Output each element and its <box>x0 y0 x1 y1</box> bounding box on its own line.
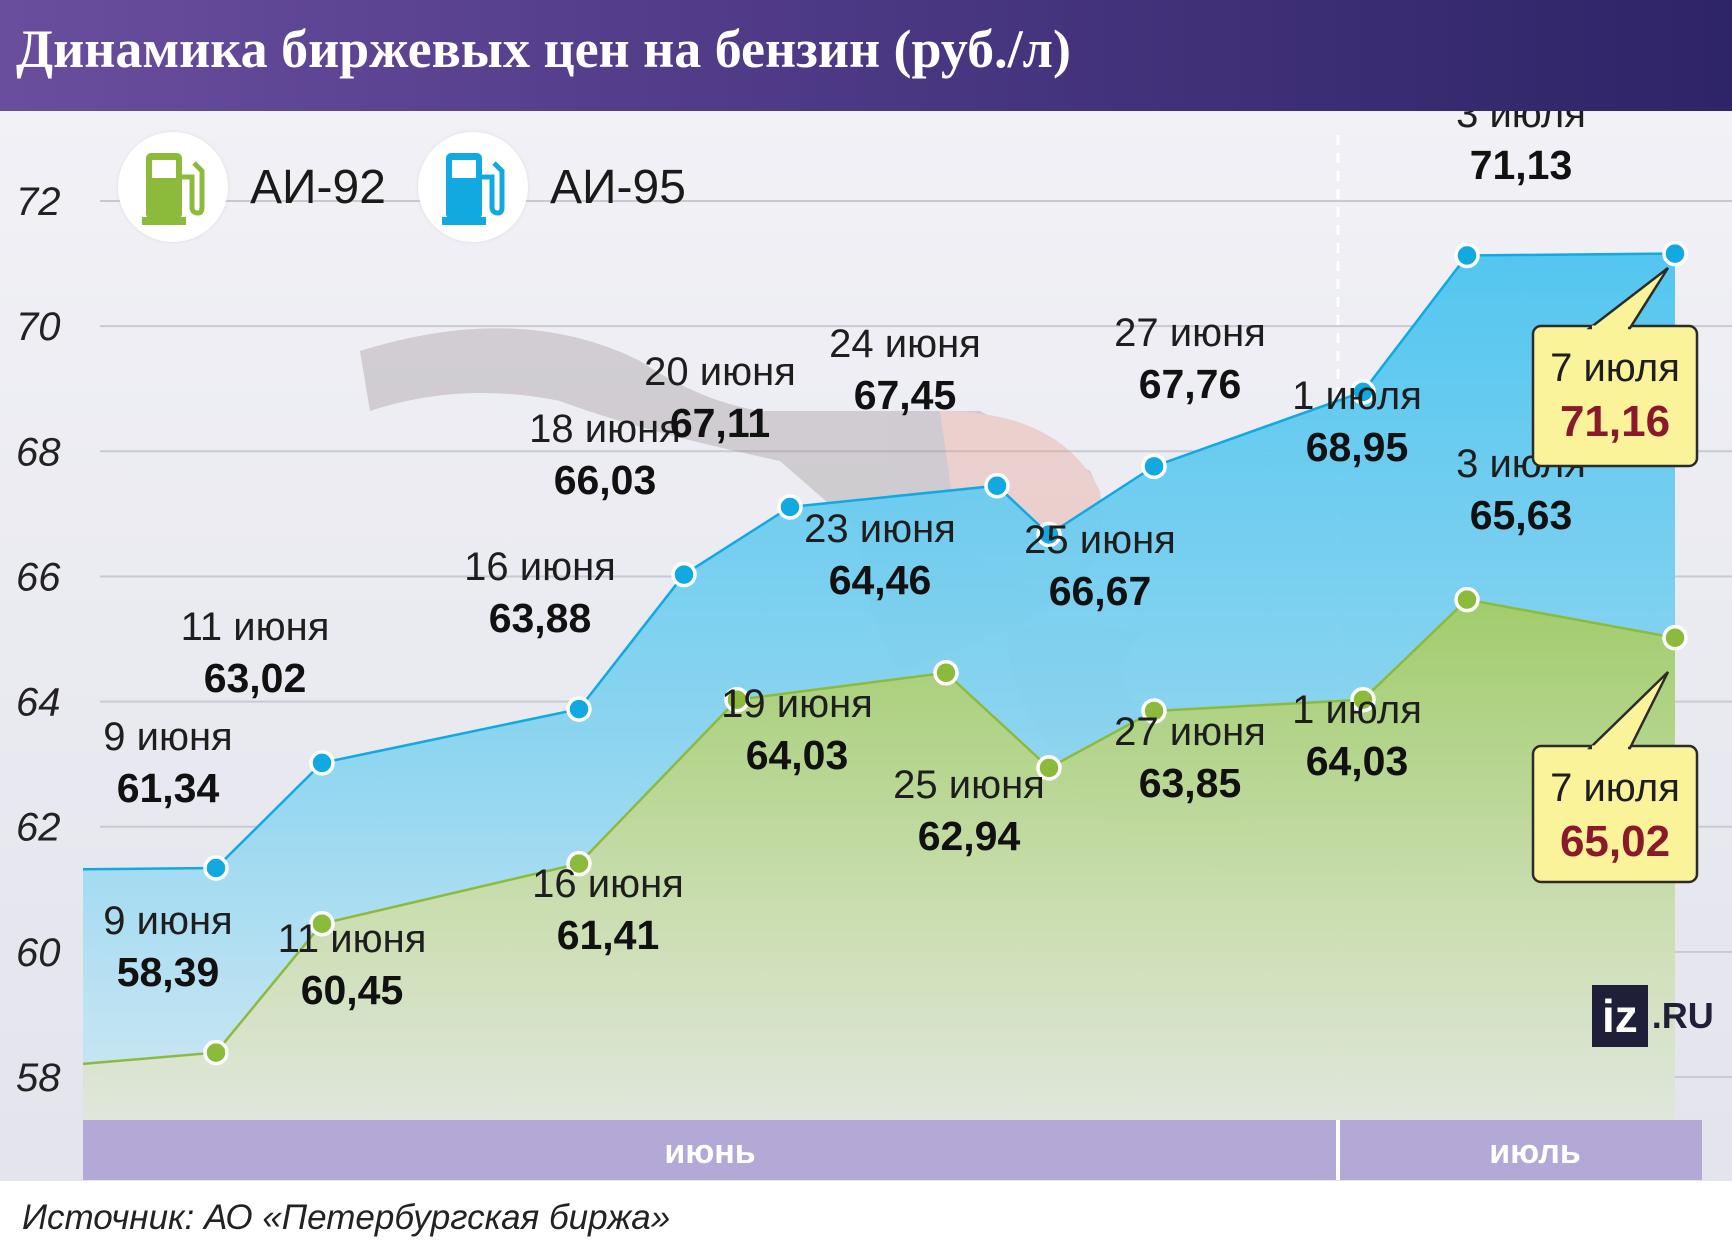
fuel-pump-icon <box>142 153 205 225</box>
ai95-date-label: 11 июня <box>181 605 330 649</box>
legend-label-ai95: АИ-95 <box>550 160 686 214</box>
ai92-point <box>1350 686 1376 713</box>
ai92-value-label: 64,46 <box>829 557 932 603</box>
ai92-latest-callout: 7 июля 65,02 <box>1531 671 1699 884</box>
legend-item-ai95: АИ-95 <box>418 132 686 242</box>
ai92-date-label: 19 июня <box>721 682 873 726</box>
logo-ru: .RU <box>1651 995 1714 1036</box>
ai92-date-label: 16 июня <box>532 862 684 906</box>
y-tick-label: 58 <box>16 1056 61 1100</box>
ai92-area <box>83 599 1675 1120</box>
ai92-value-label: 60,45 <box>301 967 404 1013</box>
y-tick-label: 60 <box>16 931 61 975</box>
ai95-value-label: 67,76 <box>1139 361 1242 407</box>
month-label: июнь <box>664 1133 755 1171</box>
ai95-point <box>671 561 697 588</box>
ai95-value-label: 61,34 <box>117 765 220 811</box>
ai95-point <box>1036 521 1062 548</box>
ai95-value-label: 67,11 <box>670 400 770 446</box>
ai92-value-label: 62,94 <box>918 813 1021 859</box>
ai95-date-label: 18 июня <box>529 407 681 451</box>
ai92-point <box>1662 625 1688 651</box>
ai92-date-label: 11 июня <box>278 917 427 961</box>
ai95-line <box>82 252 1676 871</box>
ai92-date-label: 7 июля <box>1550 766 1680 810</box>
ai95-value-label: 71,13 <box>1470 142 1573 188</box>
ai95-point <box>777 494 803 520</box>
ai92-value-label: 65,02 <box>1560 817 1670 866</box>
legend-swatch-ai92 <box>118 132 228 242</box>
legend-swatch-ai95 <box>418 132 528 242</box>
chart-title: Динамика биржевых цен на бензин (руб./л) <box>16 19 1071 79</box>
ai92-point <box>933 660 959 686</box>
ai92-point <box>309 910 335 937</box>
ai92-point <box>566 850 592 877</box>
month-label: июль <box>1489 1133 1581 1171</box>
ai95-date-label: 24 июня <box>829 322 981 366</box>
iz-ru-logo: iz .RU <box>1592 985 1714 1047</box>
ai92-date-label: 27 июня <box>1114 710 1266 754</box>
ai95-value-label: 66,03 <box>554 457 657 503</box>
ai95-value-label: 68,95 <box>1306 424 1409 470</box>
ai95-point <box>566 696 592 722</box>
y-tick-label: 62 <box>16 806 61 850</box>
ai92-date-label: 23 июня <box>804 507 956 551</box>
ai95-date-label: 16 июня <box>464 545 616 589</box>
y-tick-label: 66 <box>16 555 61 599</box>
ai95-date-label: 1 июля <box>1292 374 1422 418</box>
ai95-point <box>1350 379 1376 405</box>
ai95-point <box>1454 242 1480 269</box>
price-chart: 58 60 62 64 66 68 70 72 июнь июль 9 июня 61,34 11 ию… <box>0 111 1732 1181</box>
legend-item-ai92: АИ-92 <box>118 132 386 242</box>
source-note: Источник: АО «Петербургская биржа» <box>22 1198 671 1237</box>
ai92-value-label: 64,03 <box>746 732 849 778</box>
ai92-point <box>1141 698 1167 724</box>
ai95-date-label: 7 июля <box>1550 346 1680 390</box>
ai95-value-label: 63,02 <box>204 655 307 701</box>
y-tick-label: 70 <box>16 305 61 349</box>
ai95-point <box>984 472 1010 499</box>
ai92-date-label: 25 июня <box>893 763 1045 807</box>
title-bar: Динамика биржевых цен на бензин (руб./л) <box>0 0 1732 111</box>
y-tick-label: 68 <box>16 430 61 474</box>
ai92-value-label: 65,63 <box>1470 492 1573 538</box>
ai95-point <box>203 855 229 881</box>
ai95-date-label: 9 июня <box>103 715 232 759</box>
ai92-value-label: 61,41 <box>557 912 660 958</box>
legend-label-ai92: АИ-92 <box>250 160 386 214</box>
logo-iz: iz <box>1592 985 1648 1047</box>
ai95-value-label: 71,16 <box>1560 397 1670 446</box>
ai95-date-label: 3 июля <box>1456 111 1586 136</box>
ai92-point <box>1036 755 1062 781</box>
ai92-date-label: 9 июня <box>103 899 232 943</box>
month-band <box>83 1120 1702 1180</box>
ai95-value-label: 67,45 <box>854 372 957 418</box>
ai92-value-label: 58,39 <box>117 949 220 995</box>
ai95-date-label: 27 июня <box>1114 311 1266 355</box>
ai92-value-label: 64,03 <box>1306 738 1409 784</box>
ai92-value-label: 63,85 <box>1139 760 1242 806</box>
y-tick-label: 64 <box>16 681 61 725</box>
ai95-date-label: 20 июня <box>644 350 796 394</box>
ai95-point <box>1662 240 1688 267</box>
ai92-point <box>1454 586 1480 613</box>
fuel-pump-icon <box>442 153 505 225</box>
ai92-point <box>724 686 750 713</box>
ai95-value-label: 66,67 <box>1049 568 1152 614</box>
ai92-date-label: 1 июля <box>1292 688 1422 732</box>
ai95-point <box>1141 453 1167 480</box>
y-tick-label: 72 <box>16 180 61 224</box>
ai95-date-label: 25 июня <box>1024 518 1176 562</box>
ai92-point <box>203 1039 229 1066</box>
ai95-value-label: 63,88 <box>489 595 592 641</box>
ai95-latest-callout: 7 июля 71,16 <box>1531 267 1699 468</box>
ai95-point <box>309 750 335 776</box>
